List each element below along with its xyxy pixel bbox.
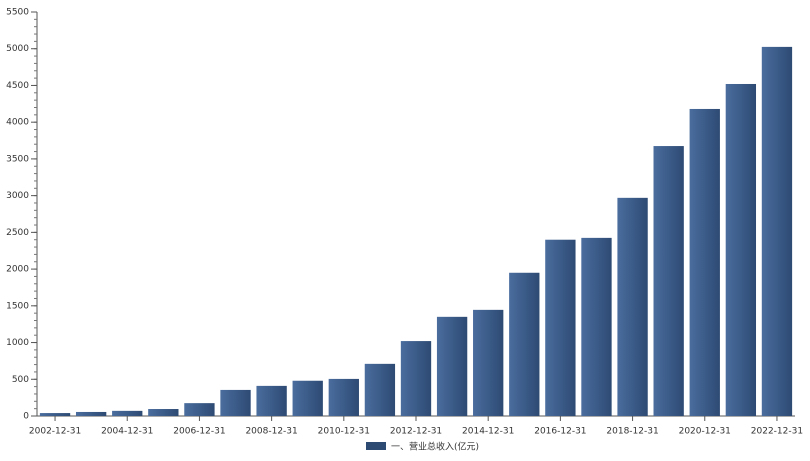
y-tick-label: 5500: [6, 8, 29, 18]
y-tick-label: 2000: [6, 265, 29, 275]
y-tick-label: 2500: [6, 228, 29, 238]
bar: [436, 316, 468, 416]
bar: [256, 385, 287, 416]
bar: [292, 380, 323, 416]
bar: [400, 341, 432, 416]
bar: [689, 108, 720, 417]
y-tick-label: 1500: [6, 301, 29, 311]
y-tick-label: 4500: [6, 81, 29, 91]
legend-swatch: [366, 442, 386, 450]
y-tick-label: 500: [12, 375, 29, 385]
bar: [473, 309, 504, 416]
bar: [545, 239, 576, 416]
x-tick-label: 2008-12-31: [245, 427, 297, 437]
y-tick-label: 3000: [6, 191, 29, 201]
x-tick-label: 2016-12-31: [534, 427, 586, 437]
x-tick-label: 2002-12-31: [29, 427, 81, 437]
x-tick-label: 2022-12-31: [751, 427, 803, 437]
bar: [509, 272, 540, 416]
y-tick-label: 1000: [6, 338, 29, 348]
bar: [328, 378, 359, 416]
y-tick-label: 0: [23, 412, 29, 422]
x-tick-label: 2020-12-31: [679, 427, 731, 437]
y-tick-label: 4000: [6, 118, 29, 128]
x-tick-label: 2014-12-31: [462, 427, 514, 437]
bar: [75, 411, 107, 416]
x-tick-label: 2006-12-31: [173, 427, 225, 437]
bar: [220, 389, 251, 416]
bar: [761, 46, 793, 417]
bar: [112, 410, 143, 416]
bar: [653, 146, 684, 416]
x-tick-label: 2004-12-31: [101, 427, 153, 437]
x-tick-label: 2010-12-31: [318, 427, 370, 437]
bar: [581, 237, 612, 416]
legend-label: 一、营业总收入(亿元): [391, 441, 479, 453]
bar: [725, 83, 757, 417]
x-tick-label: 2018-12-31: [606, 427, 658, 437]
x-tick-label: 2012-12-31: [390, 427, 442, 437]
bar: [617, 197, 648, 416]
y-tick-label: 5000: [6, 44, 29, 54]
bar: [148, 409, 179, 416]
y-tick-label: 3500: [6, 154, 29, 164]
bar: [184, 403, 215, 416]
bar: [39, 413, 71, 416]
bar: [364, 363, 396, 416]
